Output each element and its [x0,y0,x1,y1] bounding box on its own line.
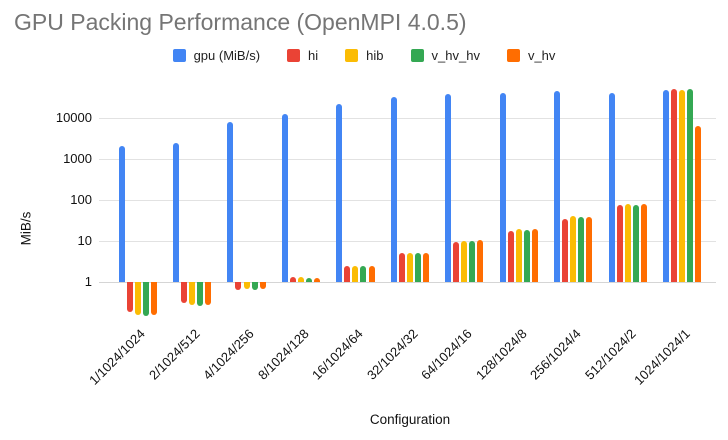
legend-item-v-hv[interactable]: v_hv [506,48,556,63]
bar-hib-16-1024-64[interactable] [352,265,359,282]
bar-v-hv-512-1024-2[interactable] [640,204,647,282]
bar-v-hv-hv-1-1024-1024[interactable] [142,282,149,316]
bar-gpu-mib-s--512-1024-2[interactable] [608,92,615,282]
x-tick-label: 16/1024/64 [309,326,367,383]
bar-v-hv-1024-1024-1[interactable] [695,126,702,282]
bar-hi-1-1024-1024[interactable] [126,282,133,312]
legend-item-gpu-mib-s-[interactable]: gpu (MiB/s) [172,48,261,63]
bar-v-hv-hv-512-1024-2[interactable] [632,205,639,282]
bar-hib-1024-1024-1[interactable] [679,89,686,282]
bar-v-hv-hv-8-1024-128[interactable] [306,278,312,282]
x-tick-label: 8/1024/128 [254,326,312,383]
x-tick-label: 128/1024/8 [472,326,530,383]
bar-v-hv-hv-64-1024-16[interactable] [469,241,476,282]
bar-v-hv-128-1024-8[interactable] [531,228,538,282]
bar-v-hv-hv-16-1024-64[interactable] [360,266,367,282]
legend-swatch-icon [506,49,520,62]
legend-swatch-icon [345,49,359,62]
legend: gpu (MiB/s) hi hib v_hv_hv v_hv [0,48,728,63]
bar-hib-256-1024-4[interactable] [570,215,577,282]
legend-swatch-icon [172,49,186,62]
x-tick-label: 4/1024/256 [200,326,258,383]
legend-label: hib [366,48,384,63]
x-tick-label: 512/1024/2 [581,326,639,383]
bar-gpu-mib-s--1-1024-1024[interactable] [118,145,125,282]
bar-hib-1-1024-1024[interactable] [134,282,141,315]
bar-hi-256-1024-4[interactable] [562,218,569,282]
gridline-1000 [99,159,716,160]
bar-gpu-mib-s--2-1024-512[interactable] [172,142,179,282]
x-tick-label: 2/1024/512 [146,326,203,383]
y-tick-label-1000: 1000 [63,151,92,166]
bar-gpu-mib-s--1024-1024-1[interactable] [663,90,669,282]
bar-hi-4-1024-256[interactable] [235,282,242,290]
bar-gpu-mib-s--8-1024-128[interactable] [281,114,288,282]
bar-gpu-mib-s--32-1024-32[interactable] [390,97,397,282]
legend-swatch-icon [410,49,424,62]
bar-gpu-mib-s--128-1024-8[interactable] [499,93,506,282]
bar-gpu-mib-s--16-1024-64[interactable] [336,103,343,282]
bar-v-hv-4-1024-256[interactable] [259,282,266,289]
bar-hib-4-1024-256[interactable] [243,282,250,290]
bar-hi-128-1024-8[interactable] [507,230,514,282]
bar-gpu-mib-s--256-1024-4[interactable] [554,91,561,282]
gridline-100 [99,200,716,201]
legend-label: hi [308,48,319,63]
bar-v-hv-64-1024-16[interactable] [477,240,484,282]
legend-item-hi[interactable]: hi [287,48,318,63]
bar-v-hv-16-1024-64[interactable] [368,265,375,282]
x-tick-label: 64/1024/16 [418,326,475,383]
chart-title: GPU Packing Performance (OpenMPI 4.0.5) [14,9,467,35]
bar-hib-8-1024-128[interactable] [297,277,304,282]
bar-hib-64-1024-16[interactable] [461,240,468,282]
bar-v-hv-hv-256-1024-4[interactable] [578,217,585,282]
bar-hi-1024-1024-1[interactable] [671,88,678,282]
y-tick-label-1: 1 [84,274,92,289]
y-tick-label-10000: 10000 [55,110,92,125]
legend-swatch-icon [287,49,301,62]
y-tick-label-10: 10 [77,233,92,248]
bar-v-hv-hv-32-1024-32[interactable] [414,253,421,282]
bar-hi-16-1024-64[interactable] [344,266,351,282]
bar-v-hv-2-1024-512[interactable] [205,282,212,305]
legend-item-hib[interactable]: hib [345,48,384,63]
legend-label: v_hv_hv [431,48,480,63]
bar-hi-2-1024-512[interactable] [181,282,187,304]
bar-hi-32-1024-32[interactable] [398,253,405,282]
bar-v-hv-hv-128-1024-8[interactable] [523,229,530,282]
bar-v-hv-8-1024-128[interactable] [314,278,321,282]
x-tick-label: 1/1024/1024 [86,326,149,388]
bar-v-hv-hv-4-1024-256[interactable] [251,282,258,290]
gridline-10000 [99,118,716,119]
bar-v-hv-32-1024-32[interactable] [422,252,429,282]
bar-hib-128-1024-8[interactable] [515,228,522,282]
bar-gpu-mib-s--64-1024-16[interactable] [445,94,452,282]
legend-label: v_hv [527,48,556,63]
bar-hib-2-1024-512[interactable] [189,282,196,306]
y-tick-label-100: 100 [70,192,92,207]
bar-v-hv-256-1024-4[interactable] [586,216,593,282]
bar-v-hv-1-1024-1024[interactable] [150,282,157,315]
bar-v-hv-hv-1024-1024-1[interactable] [687,88,694,282]
x-axis-title: Configuration [369,412,451,427]
bar-hib-512-1024-2[interactable] [624,203,631,282]
legend-label: gpu (MiB/s) [193,48,261,63]
bar-gpu-mib-s--4-1024-256[interactable] [227,122,234,282]
gridline-10 [99,241,716,242]
x-tick-label: 256/1024/4 [527,326,584,383]
bar-hi-64-1024-16[interactable] [453,242,460,282]
bar-v-hv-hv-2-1024-512[interactable] [197,282,204,306]
bar-hi-8-1024-128[interactable] [289,277,296,282]
bar-hi-512-1024-2[interactable] [616,205,623,282]
gridline-1 [99,282,716,283]
x-tick-label: 1024/1024/1 [630,326,693,388]
x-tick-label: 32/1024/32 [363,326,421,383]
legend-item-v-hv-hv[interactable]: v_hv_hv [410,48,480,63]
bar-hib-32-1024-32[interactable] [406,253,413,282]
